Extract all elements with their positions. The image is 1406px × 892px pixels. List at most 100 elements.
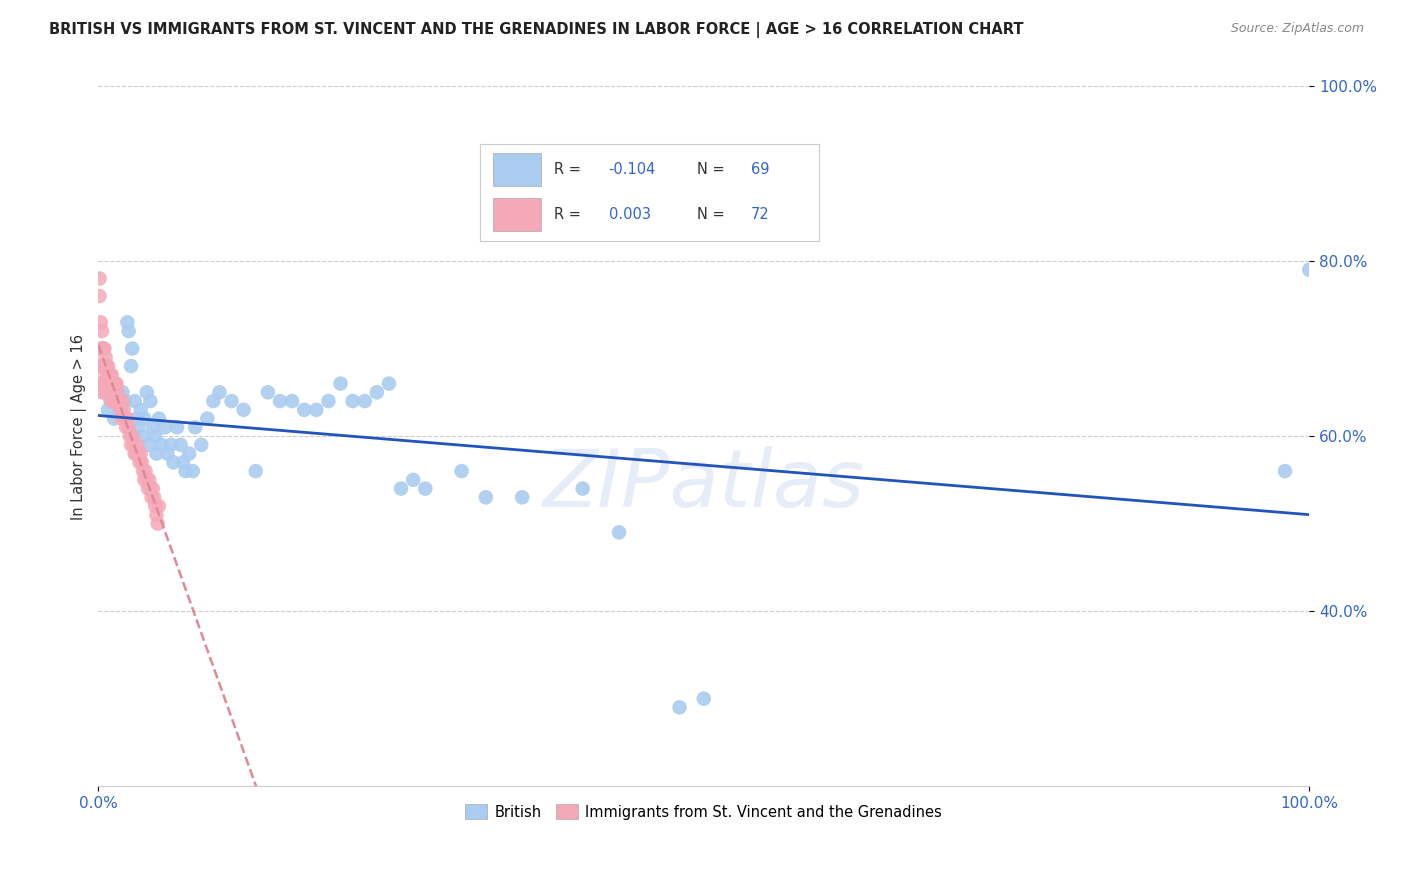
Point (129, 402, 152, 417)
Point (134, 411, 156, 425)
Point (353, 394, 375, 409)
Point (93, 385, 115, 400)
Point (132, 464, 155, 478)
Point (138, 473, 160, 487)
Point (389, 482, 412, 496)
Point (120, 438, 142, 452)
Legend: British, Immigrants from St. Vincent and the Grenadines: British, Immigrants from St. Vincent and… (460, 798, 948, 825)
Point (105, 394, 128, 409)
Point (160, 438, 183, 452)
Point (135, 385, 157, 400)
Point (125, 446, 148, 460)
Point (131, 455, 153, 469)
Point (378, 376, 401, 391)
Point (142, 420, 165, 434)
Point (318, 394, 340, 409)
Point (100, 368, 122, 382)
Point (475, 491, 498, 505)
Point (142, 482, 165, 496)
Text: BRITISH VS IMMIGRANTS FROM ST. VINCENT AND THE GRENADINES IN LABOR FORCE | AGE >: BRITISH VS IMMIGRANTS FROM ST. VINCENT A… (49, 22, 1024, 38)
Point (98, 368, 121, 382)
Point (366, 385, 388, 400)
Point (195, 411, 218, 425)
Point (450, 464, 472, 478)
Point (93, 376, 115, 391)
Point (136, 482, 159, 496)
Point (96, 376, 118, 391)
Point (132, 429, 155, 443)
Point (97, 376, 120, 391)
Point (135, 473, 157, 487)
Point (107, 394, 129, 409)
Point (117, 324, 139, 338)
Point (139, 394, 162, 409)
Point (97, 402, 120, 417)
Point (127, 446, 149, 460)
Point (91, 324, 114, 338)
Point (117, 411, 139, 425)
Point (174, 464, 197, 478)
Point (181, 464, 204, 478)
Point (100, 385, 122, 400)
Point (120, 359, 142, 373)
Y-axis label: In Labor Force | Age > 16: In Labor Force | Age > 16 (72, 334, 87, 520)
Point (143, 499, 166, 513)
Point (93, 342, 115, 356)
Point (117, 420, 139, 434)
Text: Source: ZipAtlas.com: Source: ZipAtlas.com (1230, 22, 1364, 36)
Point (89, 271, 111, 285)
Point (91, 385, 114, 400)
Point (114, 394, 136, 409)
Point (693, 691, 716, 706)
Point (145, 446, 167, 460)
Point (179, 446, 201, 460)
Point (571, 482, 593, 496)
Point (107, 385, 129, 400)
Point (93, 359, 115, 373)
Point (143, 429, 166, 443)
Point (128, 455, 150, 469)
Point (104, 376, 127, 391)
Point (607, 525, 630, 540)
Point (305, 402, 328, 417)
Text: ZIPatlas: ZIPatlas (543, 446, 865, 524)
Point (342, 394, 364, 409)
Point (124, 394, 146, 409)
Point (172, 455, 194, 469)
Point (148, 499, 170, 513)
Point (143, 491, 166, 505)
Point (190, 438, 212, 452)
Point (117, 315, 139, 329)
Point (105, 376, 128, 391)
Point (292, 402, 315, 417)
Point (134, 473, 156, 487)
Point (170, 438, 193, 452)
Point (146, 516, 169, 531)
Point (127, 420, 149, 434)
Point (91, 376, 114, 391)
Point (156, 446, 179, 460)
Point (100, 368, 122, 382)
Point (121, 429, 143, 443)
Point (257, 385, 280, 400)
Point (104, 394, 127, 409)
Point (108, 402, 131, 417)
Point (221, 394, 243, 409)
Point (100, 394, 122, 409)
Point (101, 394, 124, 409)
Point (138, 438, 160, 452)
Point (103, 376, 125, 391)
Point (90, 376, 112, 391)
Point (91, 359, 114, 373)
Point (148, 411, 170, 425)
Point (208, 385, 231, 400)
Point (1274, 464, 1296, 478)
Point (89, 359, 111, 373)
Point (127, 438, 149, 452)
Point (97, 359, 120, 373)
Point (122, 438, 145, 452)
Point (94, 351, 117, 365)
Point (124, 446, 146, 460)
Point (98, 385, 121, 400)
Point (108, 402, 131, 417)
